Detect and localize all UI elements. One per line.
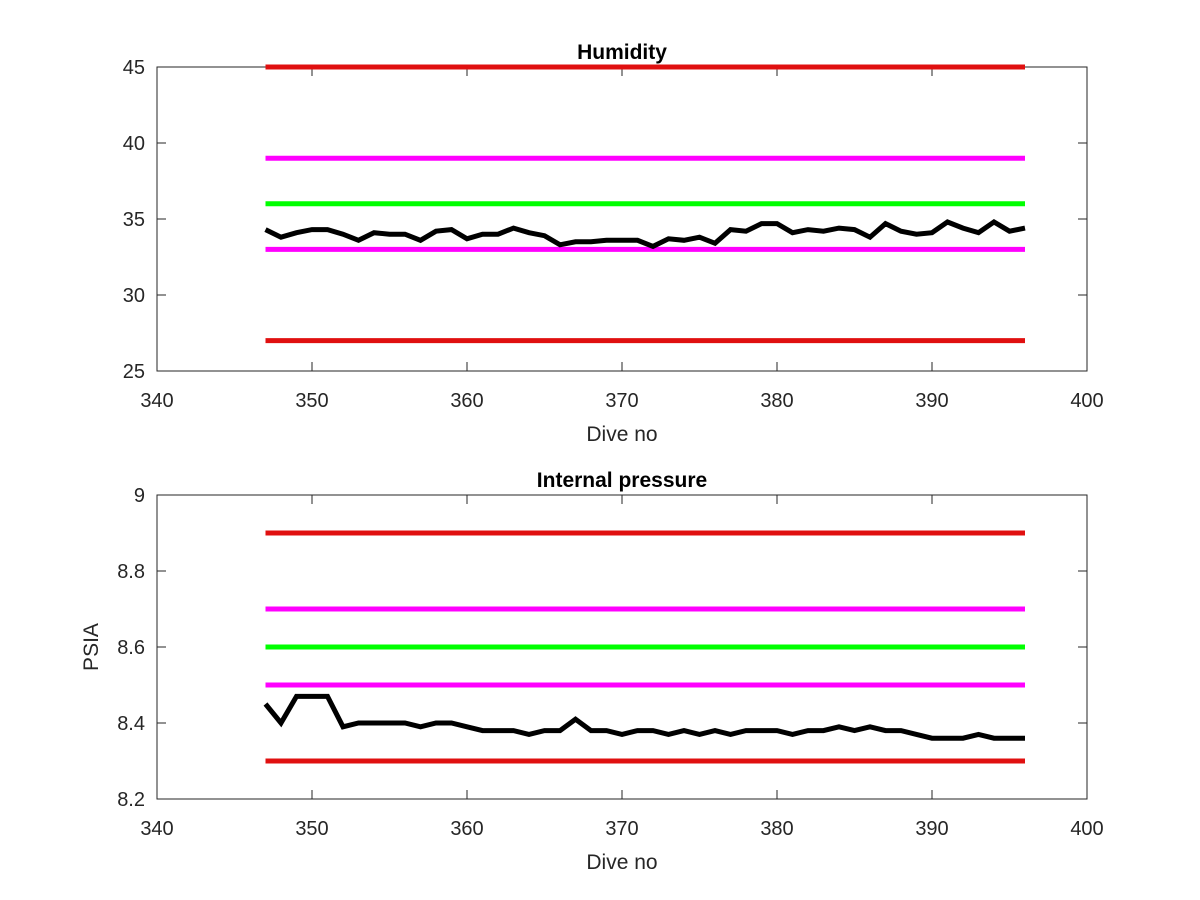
pressure-y-tick-label: 8.2: [117, 789, 145, 811]
pressure-x-axis-label: Dive no: [586, 851, 657, 874]
pressure-title: Internal pressure: [537, 469, 707, 492]
pressure-x-tick-label: 380: [760, 818, 793, 840]
humidity-y-tick-label: 25: [123, 361, 145, 383]
pressure-x-tick-label: 350: [295, 818, 328, 840]
internal-pressure-plot: 340 350 360 370 380 390 400 8.2 8.4 8.6 8.8 9 Intern…: [80, 469, 1104, 874]
humidity-x-tick-label: 340: [140, 390, 173, 412]
pressure-x-tick-label: 360: [450, 818, 483, 840]
humidity-y-tick-label: 35: [123, 209, 145, 231]
pressure-x-tick-label: 390: [915, 818, 948, 840]
pressure-y-tick-label: 8.6: [117, 637, 145, 659]
pressure-x-tick-label: 370: [605, 818, 638, 840]
pressure-y-tick-label: 9: [134, 485, 145, 507]
humidity-title: Humidity: [577, 41, 667, 64]
humidity-x-tick-label: 360: [450, 390, 483, 412]
humidity-x-tick-label: 400: [1070, 390, 1103, 412]
pressure-data-line: [263, 693, 1025, 741]
pressure-y-tick-label: 8.4: [117, 713, 145, 735]
humidity-x-tick-label: 350: [295, 390, 328, 412]
humidity-x-tick-label: 380: [760, 390, 793, 412]
pressure-y-axis-label: PSIA: [80, 623, 103, 671]
humidity-y-tick-label: 40: [123, 133, 145, 155]
humidity-plot: 340 350 360 370 380 390 400 25 30 35 40 45 Humidity D…: [123, 41, 1104, 446]
humidity-x-tick-label: 370: [605, 390, 638, 412]
humidity-x-axis-label: Dive no: [586, 423, 657, 446]
humidity-y-tick-label: 30: [123, 285, 145, 307]
humidity-data-line: [264, 219, 1026, 250]
humidity-x-tick-label: 390: [915, 390, 948, 412]
pressure-y-tick-label: 8.8: [117, 561, 145, 583]
humidity-y-tick-label: 45: [123, 57, 145, 79]
humidity-axes-box: [156, 66, 1088, 372]
pressure-x-tick-label: 400: [1070, 818, 1103, 840]
pressure-x-tick-label: 340: [140, 818, 173, 840]
